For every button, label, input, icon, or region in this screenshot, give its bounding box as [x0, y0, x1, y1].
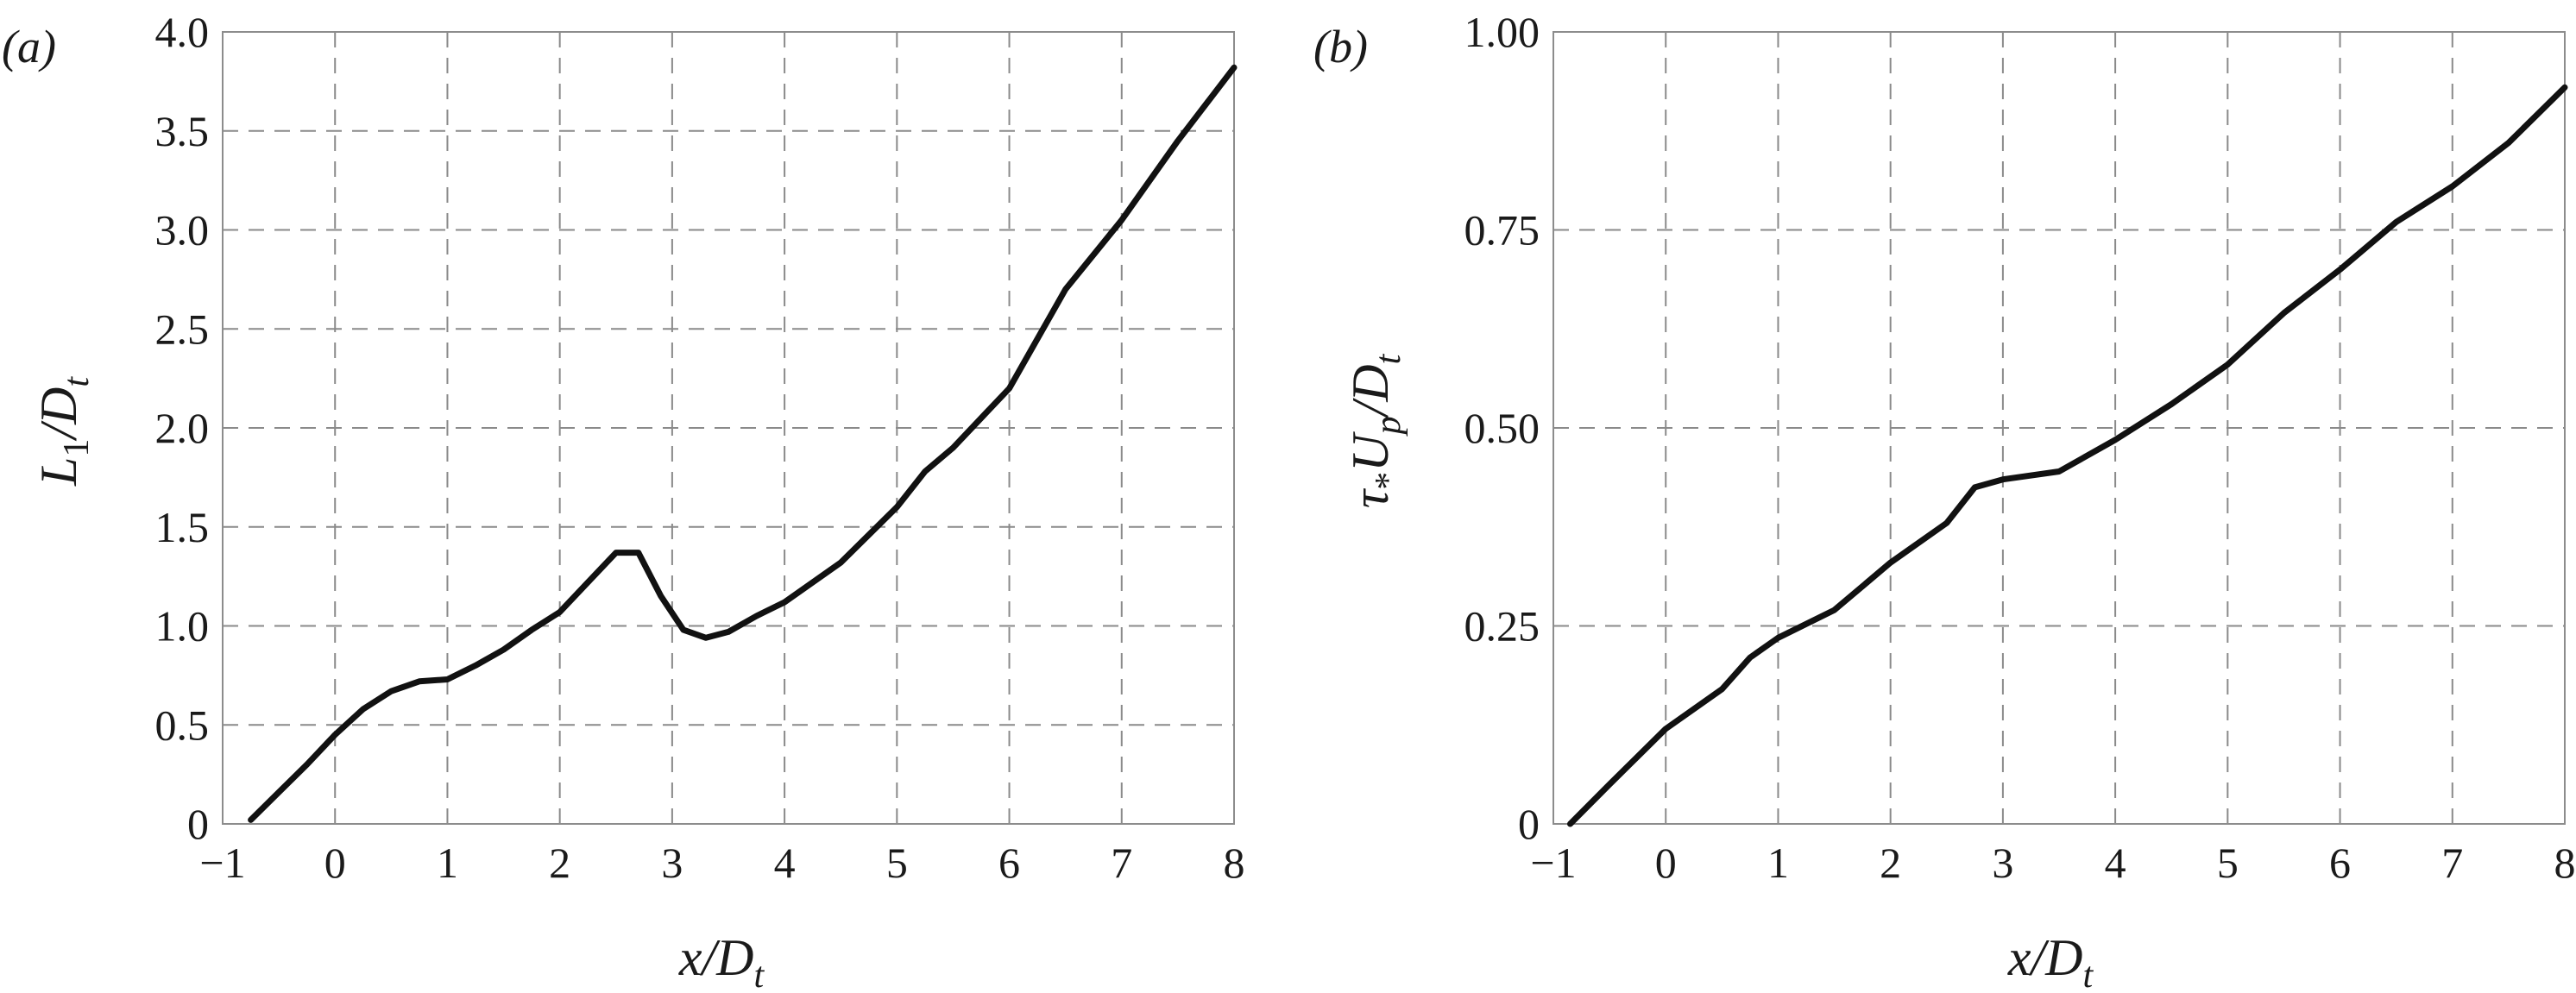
panel-a-y-tick-label: 1.0 — [155, 602, 210, 650]
panel-a-plot-frame — [222, 31, 1235, 825]
panel-b-plot-frame — [1553, 31, 2566, 825]
panel-b-y-tick-label: 0.25 — [1464, 602, 1540, 650]
panel-a-x-tick-label: 7 — [1111, 839, 1132, 887]
panel-b-y-ticks: 0 0.25 0.50 0.75 1.00 — [1464, 8, 1540, 848]
panel-b-y-tick-label: 0.75 — [1464, 206, 1540, 255]
panel-b-x-axis-label: x/Dt — [2007, 929, 2094, 993]
panel-b-x-tick-label: 3 — [1992, 839, 2013, 887]
panel-b-x-tick-label: −1 — [1530, 839, 1576, 887]
panel-b-series-line — [1567, 84, 2568, 827]
panel-a-y-ticks: 0 0.5 1.0 1.5 2.0 2.5 3.0 3.5 4.0 — [155, 8, 210, 848]
panel-b-x-tick-label: 5 — [2217, 839, 2239, 887]
panel-a-y-tick-label: 0.5 — [155, 701, 210, 749]
panel-a-y-axis-label: L1/Dt — [30, 376, 97, 487]
panel-a-y-tick-label: 4.0 — [155, 8, 210, 56]
panel-a-grid — [223, 32, 1234, 824]
panel-a-y-tick-label: 3.5 — [155, 107, 210, 155]
panel-b-x-tick-label: 8 — [2554, 839, 2576, 887]
panel-a-x-tick-label: −1 — [199, 839, 245, 887]
panel-b-x-tick-label: 6 — [2329, 839, 2351, 887]
panel-b-y-tick-label: 0.50 — [1464, 404, 1540, 452]
panel-a-x-tick-label: 3 — [661, 839, 683, 887]
panel-b-x-tick-label: 0 — [1655, 839, 1677, 887]
panel-a-x-tick-label: 8 — [1224, 839, 1245, 887]
panel-a-label: (a) — [2, 21, 56, 72]
panel-b-y-axis-label: τ*Up/Dt — [1342, 353, 1408, 508]
panel-a-x-tick-label: 0 — [324, 839, 346, 887]
panel-b-x-tick-label: 4 — [2105, 839, 2126, 887]
panel-a-series-line — [248, 64, 1238, 823]
panel-a-x-tick-label: 6 — [998, 839, 1020, 887]
panel-b: −1 0 1 2 3 4 5 6 7 8 00.250.500.751.00 (b) x/Dt τ… — [1313, 8, 2576, 993]
panel-a-x-axis-label: x/Dt — [678, 929, 765, 993]
panel-a-x-tick-label: 2 — [549, 839, 570, 887]
panel-a-y-tick-label: 2.5 — [155, 305, 210, 353]
panel-b-y-tick-label: 0 — [1518, 800, 1540, 848]
panel-a-y-tick-label: 3.0 — [155, 206, 210, 255]
panel-b-y-tick-label: 1.00 — [1464, 8, 1540, 56]
panel-a-y-tick-label: 2.0 — [155, 404, 210, 452]
panel-b-x-tick-label: 1 — [1767, 839, 1789, 887]
panel-b-x-tick-label: 2 — [1880, 839, 1901, 887]
panel-a-y-tick-label: 1.5 — [155, 503, 210, 551]
panel-a-x-ticks: −1 0 1 2 3 4 5 6 7 8 — [199, 839, 1244, 887]
panel-b-label: (b) — [1313, 21, 1368, 72]
panel-a-x-tick-label: 1 — [437, 839, 458, 887]
panel-a-y-tick-label: 0 — [187, 800, 209, 848]
panel-b-grid — [1553, 32, 2565, 824]
panel-b-x-tick-label: 7 — [2441, 839, 2463, 887]
panel-a: −1 0 1 2 3 4 5 6 7 8 00.51.01.52.02.53.03.54.0 (a… — [2, 8, 1245, 993]
panel-b-x-ticks: −1 0 1 2 3 4 5 6 7 8 — [1530, 839, 2575, 887]
panel-a-x-tick-label: 5 — [886, 839, 908, 887]
panel-a-x-tick-label: 4 — [774, 839, 796, 887]
